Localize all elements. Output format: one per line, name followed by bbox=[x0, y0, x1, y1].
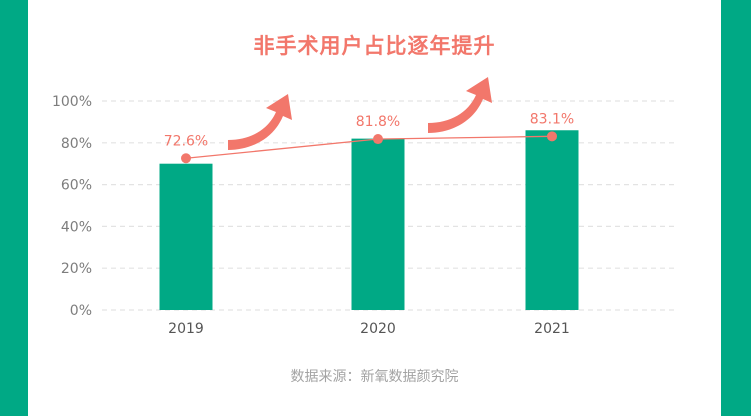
trend-line bbox=[181, 131, 557, 164]
y-tick-label: 100% bbox=[52, 94, 92, 110]
trend-point bbox=[373, 134, 383, 145]
data-label: 72.6% bbox=[164, 133, 208, 149]
trend-point bbox=[547, 131, 557, 142]
trend-arrows bbox=[228, 77, 492, 150]
chart-title: 非手术用户占比逐年提升 bbox=[253, 34, 496, 58]
data-label: 83.1% bbox=[530, 111, 574, 127]
data-labels: 72.6% 81.8% 83.1% bbox=[164, 111, 574, 149]
x-tick-label: 2019 bbox=[168, 321, 204, 337]
bar bbox=[159, 163, 213, 310]
x-axis-labels: 2019 2020 2021 bbox=[168, 321, 570, 337]
x-tick-label: 2020 bbox=[360, 321, 396, 337]
trend-point bbox=[181, 153, 191, 164]
trend-arrow-icon bbox=[428, 77, 492, 133]
data-source-note: 数据来源：新氧数据颜究院 bbox=[290, 369, 459, 385]
bars bbox=[159, 130, 579, 310]
y-axis-ticks: 0% 20% 40% 60% 80% 100% bbox=[52, 94, 92, 319]
y-tick-label: 20% bbox=[61, 261, 92, 277]
chart-card: 非手术用户占比逐年提升 0% 20% 40% 60% 80% 100% 2019 2020 2… bbox=[28, 0, 721, 416]
chart-canvas: 0% 20% 40% 60% 80% 100% 2019 2020 2021 72.6% 81.… bbox=[52, 77, 678, 337]
y-tick-label: 40% bbox=[61, 219, 92, 235]
trend-arrow-icon bbox=[228, 94, 292, 150]
data-label: 81.8% bbox=[356, 114, 400, 130]
y-tick-label: 80% bbox=[61, 136, 92, 152]
x-tick-label: 2021 bbox=[534, 321, 570, 337]
bar bbox=[525, 130, 579, 310]
bar bbox=[351, 138, 405, 310]
y-tick-label: 60% bbox=[61, 178, 92, 194]
y-tick-label: 0% bbox=[70, 303, 92, 319]
